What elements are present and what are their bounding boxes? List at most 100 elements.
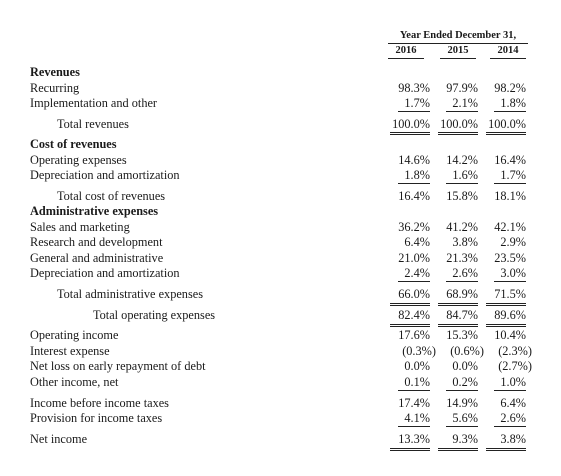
row-label: Other income, net — [30, 375, 119, 389]
total-double-rule — [390, 326, 430, 327]
row-label: Depreciation and amortization — [30, 168, 180, 182]
subtotal-rule — [446, 281, 478, 282]
value-2015: 15.3% — [446, 328, 478, 342]
total-double-rule — [438, 303, 478, 304]
value-2016: 16.4% — [398, 189, 430, 203]
value-2014: 10.4% — [494, 328, 526, 342]
year-underline — [440, 58, 476, 59]
value-2014: 100.0% — [488, 117, 526, 131]
value-2014: 98.2% — [494, 81, 526, 95]
value-2014: 3.0% — [500, 266, 526, 280]
table-row: General and administrative 21.0% 21.3% 2… — [0, 250, 561, 266]
total-double-rule — [486, 134, 526, 135]
value-2015: 100.0% — [440, 117, 478, 131]
period-heading-underline — [388, 43, 528, 44]
row-label: Administrative expenses — [30, 204, 159, 218]
value-2015: 9.3% — [452, 432, 478, 446]
value-2016: 17.6% — [398, 328, 430, 342]
total-row: Total operating expenses 82.4% 84.7% 89.… — [0, 307, 561, 323]
row-label: Total operating expenses — [93, 308, 216, 322]
value-2014: 1.8% — [500, 96, 526, 110]
value-2014: 42.1% — [494, 220, 526, 234]
year-2015-heading: 2015 — [447, 45, 469, 56]
subtotal-rule — [398, 281, 430, 282]
total-double-rule — [390, 324, 430, 325]
subtotal-rule — [494, 390, 526, 391]
table-row: Recurring 98.3% 97.9% 98.2% — [0, 80, 561, 96]
value-2015: 5.6% — [452, 411, 478, 425]
value-2015: 14.9% — [446, 396, 478, 410]
value-2016: 98.3% — [398, 81, 430, 95]
value-2014: 89.6% — [494, 308, 526, 322]
subtotal-rule — [494, 183, 526, 184]
total-double-rule — [486, 450, 526, 451]
value-2016: 82.4% — [398, 308, 430, 322]
value-2014: 18.1% — [494, 189, 526, 203]
row-label: Depreciation and amortization — [30, 266, 180, 280]
section-heading-revenues: Revenues — [0, 64, 561, 80]
year-underline — [388, 58, 424, 59]
value-2016: 100.0% — [392, 117, 430, 131]
total-row: Net income 13.3% 9.3% 3.8% — [0, 431, 561, 447]
total-double-rule — [390, 305, 430, 306]
value-2015: 0.0% — [452, 359, 478, 373]
value-2015: 41.2% — [446, 220, 478, 234]
subtotal-rule — [398, 390, 430, 391]
year-underline — [490, 58, 526, 59]
row-label: Implementation and other — [30, 96, 158, 110]
row-label: Cost of revenues — [30, 137, 117, 151]
value-2016: 1.7% — [404, 96, 430, 110]
value-2015: 0.2% — [452, 375, 478, 389]
value-2014: (2.7%) — [498, 359, 532, 373]
value-2016: 0.1% — [404, 375, 430, 389]
value-2016: (0.3%) — [402, 344, 436, 358]
total-double-rule — [486, 448, 526, 449]
value-2016: 2.4% — [404, 266, 430, 280]
value-2015: 84.7% — [446, 308, 478, 322]
value-2016: 1.8% — [404, 168, 430, 182]
value-2016: 4.1% — [404, 411, 430, 425]
row-label: Income before income taxes — [30, 396, 169, 410]
table-row: Sales and marketing 36.2% 41.2% 42.1% — [0, 219, 561, 235]
table-row: Depreciation and amortization 2.4% 2.6% … — [0, 265, 561, 281]
total-row: Total revenues 100.0% 100.0% 100.0% — [0, 116, 561, 132]
row-label: Sales and marketing — [30, 220, 130, 234]
total-double-rule — [486, 305, 526, 306]
row-label: Recurring — [30, 81, 80, 95]
subtotal-rule — [398, 111, 430, 112]
value-2014: 3.8% — [500, 432, 526, 446]
subtotal-rule — [446, 111, 478, 112]
subtotal-rule — [494, 111, 526, 112]
value-2016: 21.0% — [398, 251, 430, 265]
total-double-rule — [486, 132, 526, 133]
value-2016: 14.6% — [398, 153, 430, 167]
total-double-rule — [438, 450, 478, 451]
value-2014: 6.4% — [500, 396, 526, 410]
value-2014: (2.3%) — [498, 344, 532, 358]
section-heading-administrative-expenses: Administrative expenses — [0, 203, 561, 219]
section-heading-cost-of-revenues: Cost of revenues — [0, 136, 561, 152]
total-double-rule — [438, 326, 478, 327]
value-2015: 15.8% — [446, 189, 478, 203]
total-double-rule — [486, 326, 526, 327]
subtotal-rule — [494, 281, 526, 282]
subtotal-rule — [446, 390, 478, 391]
value-2014: 71.5% — [494, 287, 526, 301]
row-label: Revenues — [30, 65, 80, 79]
row-label: Research and development — [30, 235, 163, 249]
total-row: Total cost of revenues 16.4% 15.8% 18.1% — [0, 188, 561, 204]
total-row: Total administrative expenses 66.0% 68.9… — [0, 286, 561, 302]
value-2014: 2.9% — [500, 235, 526, 249]
total-double-rule — [486, 324, 526, 325]
value-2016: 6.4% — [404, 235, 430, 249]
value-2016: 36.2% — [398, 220, 430, 234]
value-2016: 13.3% — [398, 432, 430, 446]
row-label: Provision for income taxes — [30, 411, 163, 425]
total-double-rule — [390, 448, 430, 449]
row-label: Operating expenses — [30, 153, 127, 167]
row-label: General and administrative — [30, 251, 164, 265]
subtotal-rule — [398, 183, 430, 184]
table-row: Provision for income taxes 4.1% 5.6% 2.6… — [0, 410, 561, 426]
year-2016-heading: 2016 — [395, 45, 417, 56]
total-double-rule — [438, 305, 478, 306]
